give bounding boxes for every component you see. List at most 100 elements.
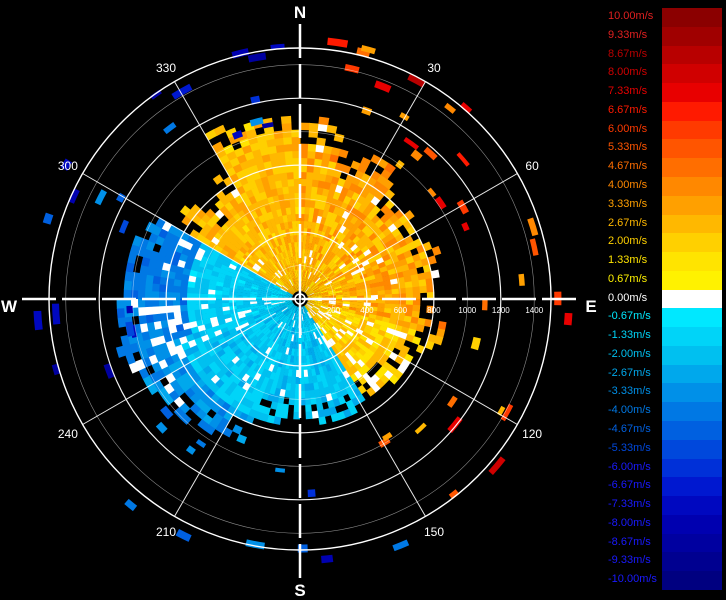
legend-entry: -6.00m/s: [606, 458, 722, 478]
legend-entry: 3.33m/s: [606, 195, 722, 215]
legend-entry: 8.67m/s: [606, 45, 722, 65]
legend-swatch: [662, 8, 722, 28]
polar-grid: [22, 24, 578, 578]
legend-entry: 10.00m/s: [606, 8, 722, 28]
legend-label: -10.00m/s: [608, 573, 657, 586]
range-ring: [98, 97, 502, 501]
legend-entry: -10.00m/s: [606, 571, 722, 591]
legend-swatch: [662, 252, 722, 272]
legend-swatch: [662, 214, 722, 234]
spoke: [174, 322, 287, 517]
legend-swatch: [662, 139, 722, 159]
legend-label: -5.33m/s: [608, 441, 651, 454]
legend-entry: 1.33m/s: [606, 252, 722, 272]
legend-swatch: [662, 552, 722, 572]
legend-entry: -2.67m/s: [606, 364, 722, 384]
legend-label: -3.33m/s: [608, 385, 651, 398]
legend-entry: 6.00m/s: [606, 120, 722, 140]
legend-label: -9.33m/s: [608, 554, 651, 567]
legend-label: -4.00m/s: [608, 404, 651, 417]
center-marker: [294, 293, 306, 305]
legend-swatch: [662, 345, 722, 366]
spoke: [174, 81, 287, 276]
legend-label: -1.33m/s: [608, 329, 651, 342]
range-label: 1000: [458, 306, 476, 315]
legend-label: 3.33m/s: [608, 197, 648, 210]
legend-swatch: [662, 26, 722, 47]
legend-label: 5.33m/s: [608, 141, 648, 154]
legend-swatch: [662, 45, 722, 65]
legend-entry: 9.33m/s: [606, 26, 722, 47]
legend-label: 6.67m/s: [608, 103, 648, 116]
legend-entry: 8.00m/s: [606, 64, 722, 84]
legend-entry: 5.33m/s: [606, 139, 722, 159]
legend-label: 4.00m/s: [608, 178, 648, 191]
legend-entry: -4.00m/s: [606, 402, 722, 422]
legend-label: 2.67m/s: [608, 216, 648, 229]
spoke: [313, 322, 426, 517]
legend-swatch: [662, 439, 722, 460]
legend-label: -4.67m/s: [608, 423, 651, 436]
legend-swatch: [662, 383, 722, 403]
legend-entry: -2.00m/s: [606, 345, 722, 366]
legend-swatch: [662, 158, 722, 178]
spoke: [313, 81, 426, 276]
legend-swatch: [662, 195, 722, 215]
legend-swatch: [662, 571, 722, 591]
legend-swatch: [662, 176, 722, 197]
legend-entry: -0.67m/s: [606, 308, 722, 328]
legend-swatch: [662, 421, 722, 441]
compass-north: N: [294, 3, 306, 22]
legend-label: -6.67m/s: [608, 479, 651, 492]
legend-label: 1.33m/s: [608, 254, 648, 267]
range-label: 600: [394, 306, 408, 315]
legend-swatch: [662, 458, 722, 478]
compass-south: S: [294, 581, 305, 600]
spoke: [82, 312, 277, 425]
legend-swatch: [662, 364, 722, 384]
legend-entry: -3.33m/s: [606, 383, 722, 403]
range-label: 1200: [492, 306, 510, 315]
compass-west: W: [1, 297, 18, 316]
plot-labels: N E S W 200 400 600 800 1000 1200 1400 30 60 120 1…: [1, 3, 597, 600]
angle-label: 240: [58, 427, 78, 441]
radar-plot: N E S W 200 400 600 800 1000 1200 1400 30 60 120 1…: [1, 3, 597, 600]
legend-label: 8.67m/s: [608, 47, 648, 60]
legend-swatch: [662, 327, 722, 347]
legend-entry: -9.33m/s: [606, 552, 722, 572]
legend-entry: -8.67m/s: [606, 533, 722, 553]
legend-label: -6.00m/s: [608, 460, 651, 473]
legend-entry: 2.00m/s: [606, 233, 722, 253]
legend-entry: 7.33m/s: [606, 83, 722, 103]
legend-swatch: [662, 270, 722, 291]
color-legend: 10.00m/s 9.33m/s 8.67m/s 8.00m/s 7.33m/s 6.67…: [606, 8, 722, 591]
legend-entry: -6.67m/s: [606, 477, 722, 497]
spoke: [323, 312, 518, 425]
legend-entry: -1.33m/s: [606, 327, 722, 347]
legend-entry: 0.00m/s: [606, 289, 722, 309]
range-label: 200: [327, 306, 341, 315]
legend-label: 9.33m/s: [608, 28, 648, 41]
angle-label: 120: [522, 427, 542, 441]
angle-label: 300: [58, 159, 78, 173]
legend-entry: 0.67m/s: [606, 270, 722, 291]
legend-label: -7.33m/s: [608, 498, 651, 511]
angle-label: 210: [156, 525, 176, 539]
legend-label: -8.00m/s: [608, 516, 651, 529]
compass-east: E: [585, 297, 596, 316]
legend-entry: 4.00m/s: [606, 176, 722, 197]
legend-swatch: [662, 533, 722, 553]
legend-entry: 4.67m/s: [606, 158, 722, 178]
legend-label: 2.00m/s: [608, 235, 648, 248]
legend-label: -2.00m/s: [608, 347, 651, 360]
legend-label: -8.67m/s: [608, 535, 651, 548]
legend-swatch: [662, 477, 722, 497]
range-label: 1400: [525, 306, 543, 315]
legend-swatch: [662, 514, 722, 535]
legend-label: -2.67m/s: [608, 366, 651, 379]
legend-swatch: [662, 83, 722, 103]
legend-label: 0.67m/s: [608, 272, 648, 285]
legend-swatch: [662, 308, 722, 328]
spoke: [323, 173, 518, 286]
legend-label: -0.67m/s: [608, 310, 651, 323]
